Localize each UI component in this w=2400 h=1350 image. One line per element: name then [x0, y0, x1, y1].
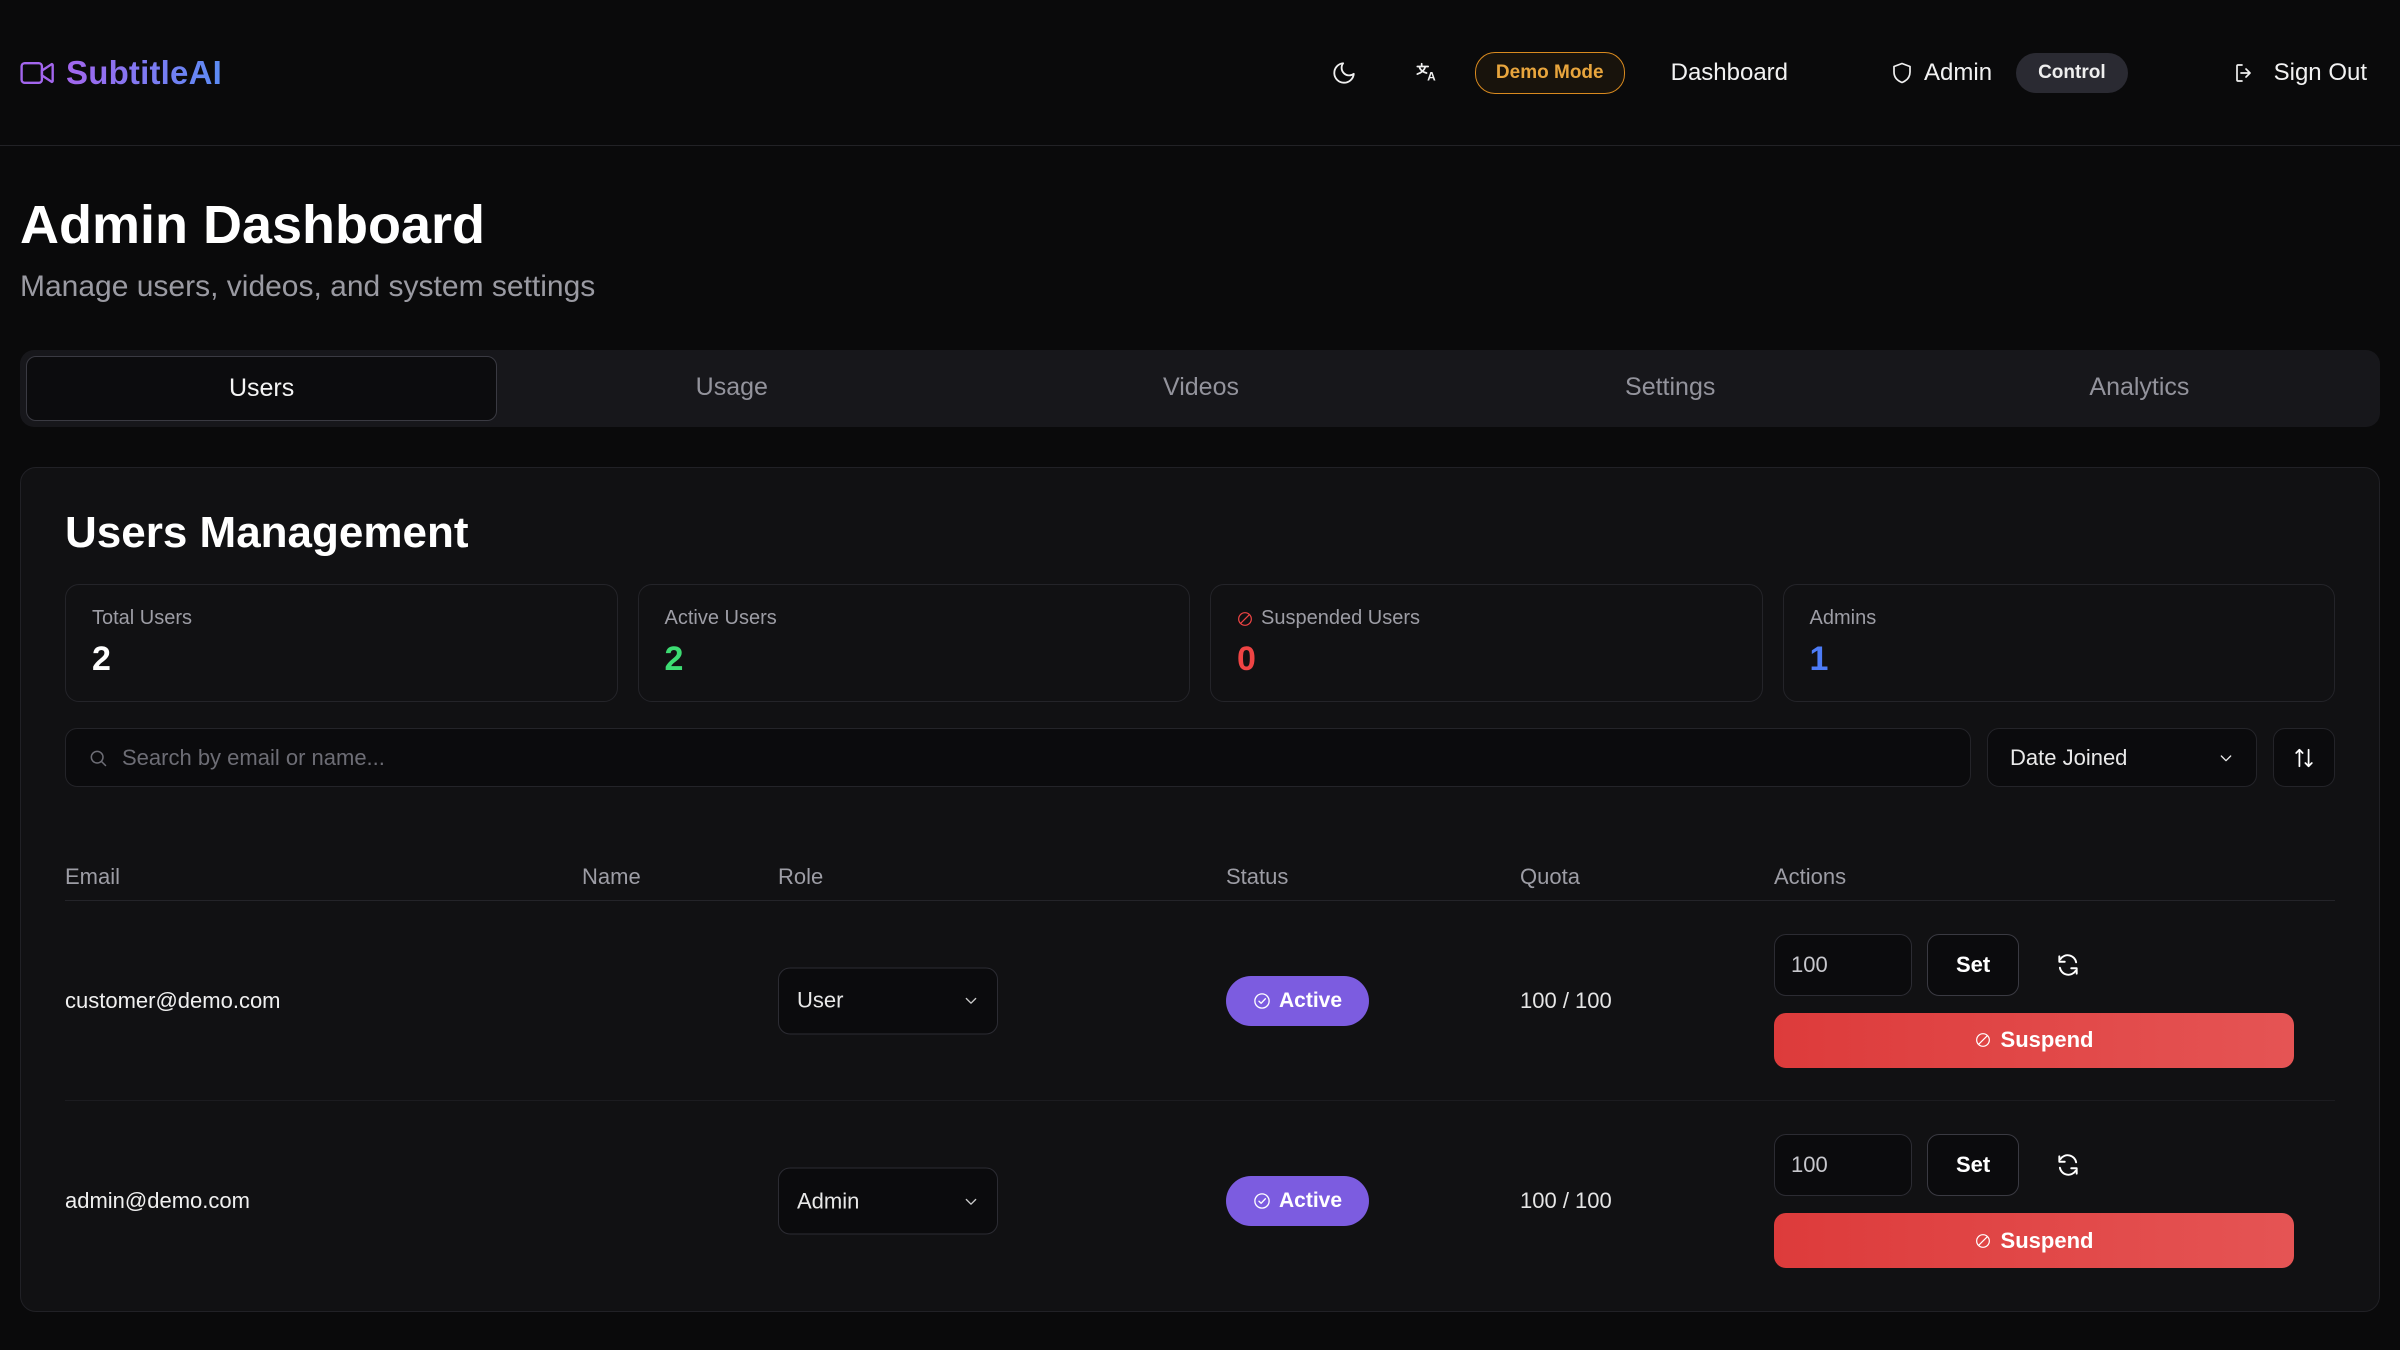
svg-text:A: A	[1427, 69, 1436, 83]
